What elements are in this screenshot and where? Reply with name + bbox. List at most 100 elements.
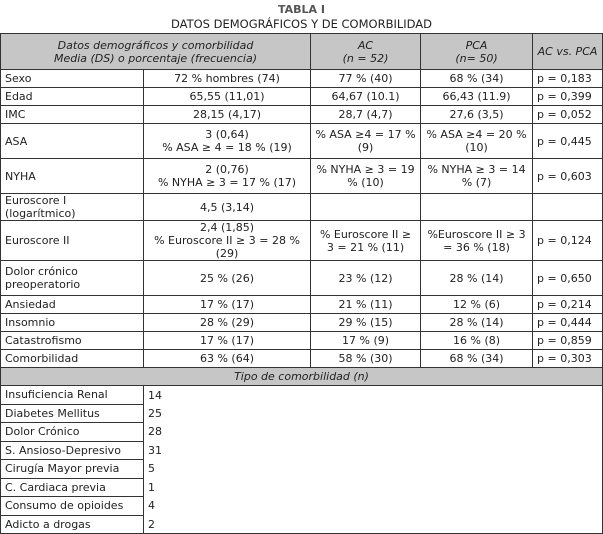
row-label: Edad (0, 87, 144, 106)
total-value: 4,5 (3,14) (142, 193, 312, 221)
row-label: ASA (0, 123, 144, 159)
comorbidity-count: 28 (142, 422, 603, 441)
comorbidity-count: 2 (142, 515, 603, 534)
comorbidity-label: Adicto a drogas (0, 514, 144, 534)
p-value: p = 0,603 (532, 158, 603, 194)
ac-value: 23 % (12) (310, 260, 422, 296)
comorbidity-row: Dolor Crónico 28 (0, 422, 603, 442)
comorbidity-row: Cirugía Mayor previa 5 (0, 459, 603, 479)
total-value: 28 % (29) (142, 313, 312, 332)
ac-value: 64,67 (10.1) (310, 87, 422, 106)
comorbidity-count: 5 (142, 459, 603, 478)
total-value: 63 % (64) (142, 349, 312, 368)
pca-value (420, 193, 534, 221)
total-value: 2 (0,76)% NYHA ≥ 3 = 17 % (17) (142, 158, 312, 194)
table-caption: TABLA I DATOS DEMOGRÁFICOS Y DE COMORBIL… (0, 0, 603, 31)
table-title: DATOS DEMOGRÁFICOS Y DE COMORBILIDAD (170, 17, 433, 31)
pca-value: 28 % (14) (420, 313, 534, 332)
comorbidity-label: Diabetes Mellitus (0, 403, 144, 423)
total-value: 17 % (17) (142, 295, 312, 314)
ac-value: 17 % (9) (310, 331, 422, 350)
ac-value: 77 % (40) (310, 69, 422, 88)
row-label: Euroscore II (0, 220, 144, 261)
comorbidity-count: 1 (142, 478, 603, 497)
comorbidity-count: 25 (142, 404, 603, 423)
comorbidity-row: C. Cardiaca previa 1 (0, 477, 603, 497)
comorbidity-label: S. Ansioso-Depresivo (0, 440, 144, 460)
ac-value: % ASA ≥4 = 17 % (9) (310, 123, 422, 159)
table-label: TABLA I (278, 3, 325, 16)
row-label: Sexo (0, 69, 144, 88)
pca-value: 66,43 (11.9) (420, 87, 534, 106)
ac-value: 29 % (15) (310, 313, 422, 332)
pca-value: 27,6 (3,5) (420, 105, 534, 124)
p-value: p = 0,052 (532, 105, 603, 124)
comorbidity-header-row: Tipo de comorbilidad (n) (0, 367, 603, 386)
comorbidity-count: 31 (142, 441, 603, 460)
header-pca: PCA (n= 50) (420, 33, 534, 70)
table-row: Comorbilidad 63 % (64) 58 % (30) 68 % (3… (0, 349, 603, 368)
comorbidity-label: Dolor Crónico (0, 422, 144, 442)
ac-value (310, 193, 422, 221)
pca-value: 68 % (34) (420, 69, 534, 88)
pca-value: 16 % (8) (420, 331, 534, 350)
ac-value: 28,7 (4,7) (310, 105, 422, 124)
comorbidity-row: S. Ansioso-Depresivo 31 (0, 440, 603, 460)
total-value: 65,55 (11,01) (142, 87, 312, 106)
table-row: Sexo 72 % hombres (74) 77 % (40) 68 % (3… (0, 69, 603, 88)
row-label: Euroscore I (logarítmico) (0, 193, 144, 221)
p-value: p = 0,124 (532, 220, 603, 261)
p-value: p = 0,303 (532, 349, 603, 368)
p-value: p = 0,183 (532, 69, 603, 88)
header-compare: AC vs. PCA (532, 33, 603, 70)
comorbidity-label: Cirugía Mayor previa (0, 459, 144, 479)
comorbidity-label: Insuficiencia Renal (0, 385, 144, 405)
ac-value: % Euroscore II ≥ 3 = 21 % (11) (310, 220, 422, 261)
comorbidity-row: Diabetes Mellitus 25 (0, 403, 603, 423)
pca-value: % ASA ≥4 = 20 % (10) (420, 123, 534, 159)
pca-value: 12 % (6) (420, 295, 534, 314)
table-row: IMC 28,15 (4,17) 28,7 (4,7) 27,6 (3,5) p… (0, 105, 603, 124)
table-row: Catastrofismo 17 % (17) 17 % (9) 16 % (8… (0, 331, 603, 350)
comorbidity-row: Consumo de opioides 4 (0, 496, 603, 516)
comorbidity-label: Consumo de opioides (0, 496, 144, 516)
table-row: Dolor crónico preoperatorio 25 % (26) 23… (0, 260, 603, 296)
pca-value: 68 % (34) (420, 349, 534, 368)
comorbidity-row: Insuficiencia Renal 14 (0, 385, 603, 405)
ac-value: 58 % (30) (310, 349, 422, 368)
comorbidity-count: 14 (142, 385, 603, 404)
p-value: p = 0,399 (532, 87, 603, 106)
total-value: 2,4 (1,85)% Euroscore II ≥ 3 = 28 % (29) (142, 220, 312, 261)
comorbidity-label: C. Cardiaca previa (0, 477, 144, 497)
row-label: Comorbilidad (0, 349, 144, 368)
pca-value: 28 % (14) (420, 260, 534, 296)
p-value: p = 0,214 (532, 295, 603, 314)
p-value: p = 0,650 (532, 260, 603, 296)
table-row: ASA 3 (0,64)% ASA ≥ 4 = 18 % (19) % ASA … (0, 123, 603, 159)
row-label: NYHA (0, 158, 144, 194)
demographics-table: Datos demográficos y comorbilidad Media (… (0, 33, 603, 534)
total-value: 3 (0,64)% ASA ≥ 4 = 18 % (19) (142, 123, 312, 159)
table-row: Edad 65,55 (11,01) 64,67 (10.1) 66,43 (1… (0, 87, 603, 106)
row-label: IMC (0, 105, 144, 124)
table-row: NYHA 2 (0,76)% NYHA ≥ 3 = 17 % (17) % NY… (0, 158, 603, 194)
total-value: 17 % (17) (142, 331, 312, 350)
p-value: p = 0,445 (532, 123, 603, 159)
comorbidity-row: Adicto a drogas 2 (0, 514, 603, 534)
total-value: 25 % (26) (142, 260, 312, 296)
row-label: Insomnio (0, 313, 144, 332)
header-row: Datos demográficos y comorbilidad Media (… (0, 33, 603, 70)
comorbidity-count: 4 (142, 496, 603, 515)
table-row: Euroscore II 2,4 (1,85)% Euroscore II ≥ … (0, 220, 603, 261)
total-value: 28,15 (4,17) (142, 105, 312, 124)
pca-value: %Euroscore II ≥ 3 = 36 % (18) (420, 220, 534, 261)
p-value (532, 193, 603, 221)
row-label: Dolor crónico preoperatorio (0, 260, 144, 296)
ac-value: 21 % (11) (310, 295, 422, 314)
comorbidity-header: Tipo de comorbilidad (n) (0, 367, 603, 386)
header-data: Datos demográficos y comorbilidad Media (… (0, 33, 312, 70)
ac-value: % NYHA ≥ 3 = 19 % (10) (310, 158, 422, 194)
table-row: Euroscore I (logarítmico) 4,5 (3,14) (0, 193, 603, 221)
p-value: p = 0,444 (532, 313, 603, 332)
table-row: Ansiedad 17 % (17) 21 % (11) 12 % (6) p … (0, 295, 603, 314)
